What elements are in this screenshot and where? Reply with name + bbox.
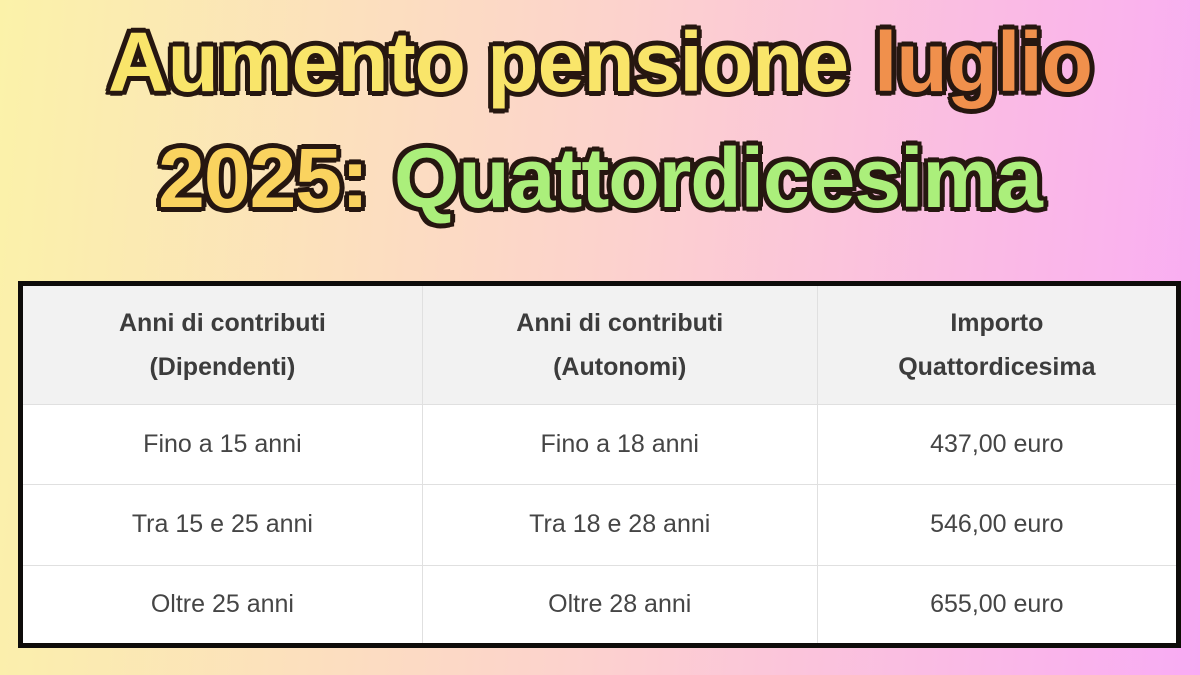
title-text-aumento-pensione: Aumento pensione — [104, 11, 852, 112]
table-row: Tra 15 e 25 anni Tra 18 e 28 anni 546,00… — [20, 484, 1180, 566]
cell-dipendenti-fascia-3: Oltre 25 anni — [20, 564, 423, 647]
table-row: Oltre 25 anni Oltre 28 anni 655,00 euro — [20, 564, 1180, 647]
title-text-luglio: luglio — [871, 11, 1097, 112]
header-line: Quattordicesima — [898, 353, 1096, 381]
cell-autonomi-fascia-2: Tra 18 e 28 anni — [421, 484, 818, 566]
cell-autonomi-fascia-3: Oltre 28 anni — [421, 564, 818, 647]
title-text-2025: 2025: — [155, 127, 373, 228]
table-row: Fino a 15 anni Fino a 18 anni 437,00 eur… — [20, 403, 1180, 486]
title-line-2: 2025: Quattordicesima — [0, 120, 1200, 236]
header-line: Anni di contributi — [516, 309, 724, 337]
table-header-contributi-dipendenti: Anni di contributi (Dipendenti) — [20, 283, 423, 405]
cell-importo-fascia-3: 655,00 euro — [816, 564, 1180, 647]
page-title: Aumento pensione luglio 2025: Quattordic… — [0, 4, 1200, 236]
cell-importo-fascia-2: 546,00 euro — [816, 484, 1180, 566]
quattordicesima-table: Anni di contributi (Dipendenti) Anni di … — [18, 281, 1181, 648]
cell-dipendenti-fascia-2: Tra 15 e 25 anni — [20, 484, 423, 566]
header-line: (Dipendenti) — [149, 353, 296, 381]
header-line: Anni di contributi — [118, 309, 326, 337]
title-line-1: Aumento pensione luglio — [0, 4, 1200, 120]
title-text-quattordicesima: Quattordicesima — [390, 127, 1046, 228]
cell-autonomi-fascia-1: Fino a 18 anni — [421, 403, 818, 486]
header-line: (Autonomi) — [553, 353, 687, 381]
header-line: Importo — [950, 309, 1044, 337]
table-header-row: Anni di contributi (Dipendenti) Anni di … — [20, 283, 1180, 405]
cell-importo-fascia-1: 437,00 euro — [816, 403, 1180, 486]
table-header-contributi-autonomi: Anni di contributi (Autonomi) — [421, 283, 818, 405]
cell-dipendenti-fascia-1: Fino a 15 anni — [20, 403, 423, 486]
table-header-importo-quattordicesima: Importo Quattordicesima — [816, 283, 1180, 405]
